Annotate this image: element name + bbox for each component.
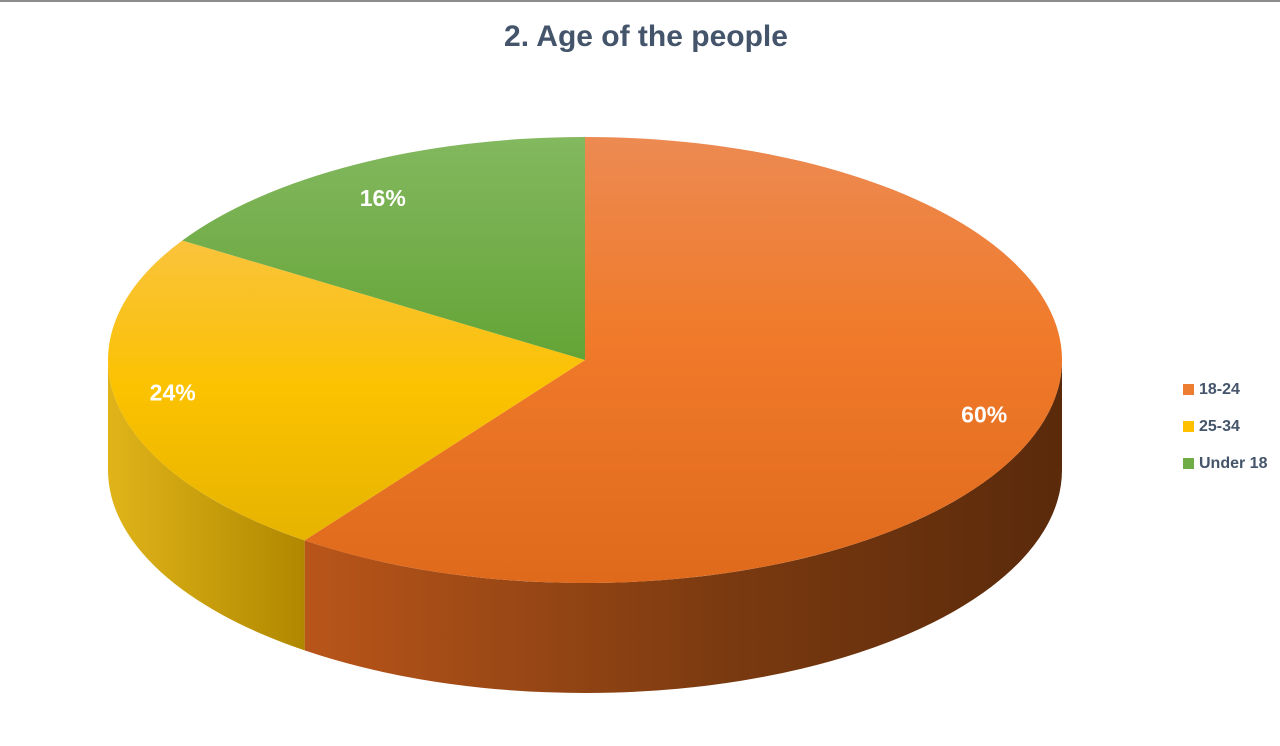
legend-swatch [1183,384,1194,395]
pie-slice-25-34 [108,240,585,541]
legend-label: Under 18 [1199,454,1268,472]
legend-swatch [1183,421,1194,432]
pie-side-18-24 [304,360,1062,693]
pie-tops [108,137,1063,583]
legend-item-25-34: 25-34 [1183,408,1267,445]
pie-sides [108,360,1062,693]
legend-swatch [1183,458,1194,469]
data-label-under-18: 16% [360,185,406,211]
legend-item-under-18: Under 18 [1183,445,1267,482]
top-border [0,0,1280,2]
data-label-25-34: 24% [150,379,196,405]
pie-labels: 60% 24% 16% [150,185,1008,428]
chart-title: 2. Age of the people [504,20,788,53]
data-label-18-24: 60% [961,402,1007,428]
pie-side-25-34 [108,360,305,651]
pie-slice-under-18 [182,137,585,360]
legend-label: 18-24 [1199,380,1240,398]
legend: 18-24 25-34 Under 18 [1183,371,1267,482]
pie-slice-18-24 [304,137,1063,583]
legend-label: 25-34 [1199,417,1240,435]
legend-item-18-24: 18-24 [1183,371,1267,408]
